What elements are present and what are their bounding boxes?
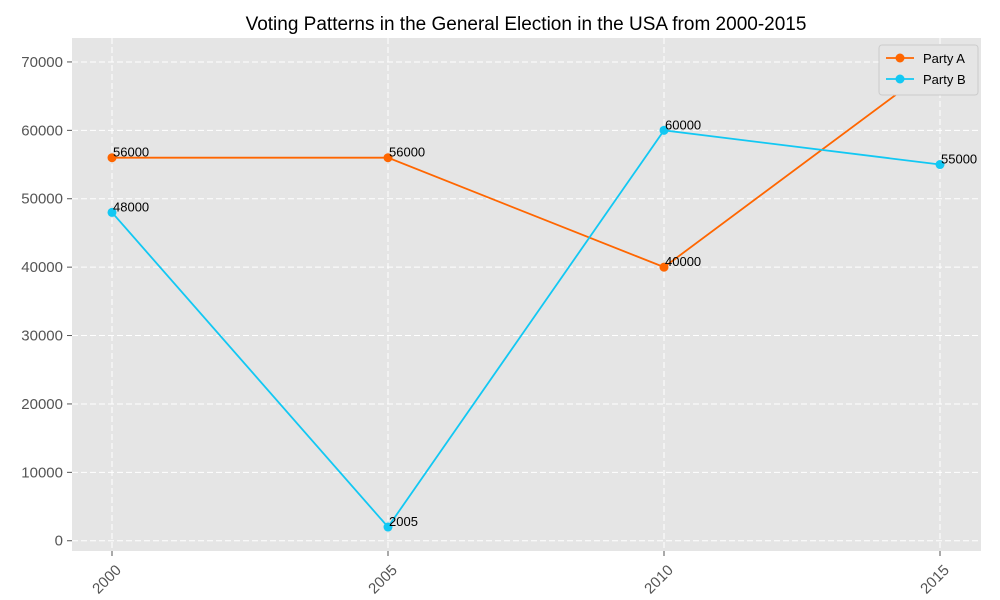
data-point[interactable] [383, 153, 393, 163]
x-tick-label: 2015 [917, 562, 953, 598]
data-point[interactable] [107, 153, 117, 163]
x-tick-label: 2000 [89, 562, 125, 598]
y-tick-label: 20000 [21, 396, 63, 413]
x-tick-label: 2010 [641, 562, 677, 598]
data-point[interactable] [107, 207, 117, 217]
x-tick-label: 2005 [365, 562, 401, 598]
y-tick-label: 10000 [21, 464, 63, 481]
data-point[interactable] [659, 262, 669, 272]
data-point[interactable] [383, 522, 393, 532]
legend-label: Party A [923, 51, 965, 66]
data-label: 56000 [389, 145, 425, 160]
data-point[interactable] [935, 160, 945, 170]
data-label: 56000 [113, 145, 149, 160]
plot-background [72, 38, 981, 551]
series-line [112, 61, 941, 269]
data-label: 48000 [113, 199, 149, 214]
y-tick-label: 30000 [21, 328, 63, 345]
y-tick-label: 70000 [21, 54, 63, 71]
y-tick-label: 40000 [21, 259, 63, 276]
series-line [111, 129, 941, 529]
data-point[interactable] [659, 125, 669, 135]
data-label: 60000 [665, 117, 701, 132]
legend-marker [895, 74, 905, 84]
chart-title: Voting Patterns in the General Election … [246, 14, 807, 35]
plot-area: 0 10000 20000 30000 40000 50000 60000 70000 2000… [21, 38, 981, 597]
data-label: 40000 [665, 254, 701, 269]
y-tick-label: 0 [55, 533, 63, 550]
data-label: 55000 [941, 152, 977, 167]
data-label: 2005 [389, 514, 418, 529]
legend-marker [895, 53, 905, 63]
legend-label: Party B [923, 72, 966, 87]
y-tick-label: 50000 [21, 191, 63, 208]
y-tick-label: 60000 [21, 122, 63, 139]
